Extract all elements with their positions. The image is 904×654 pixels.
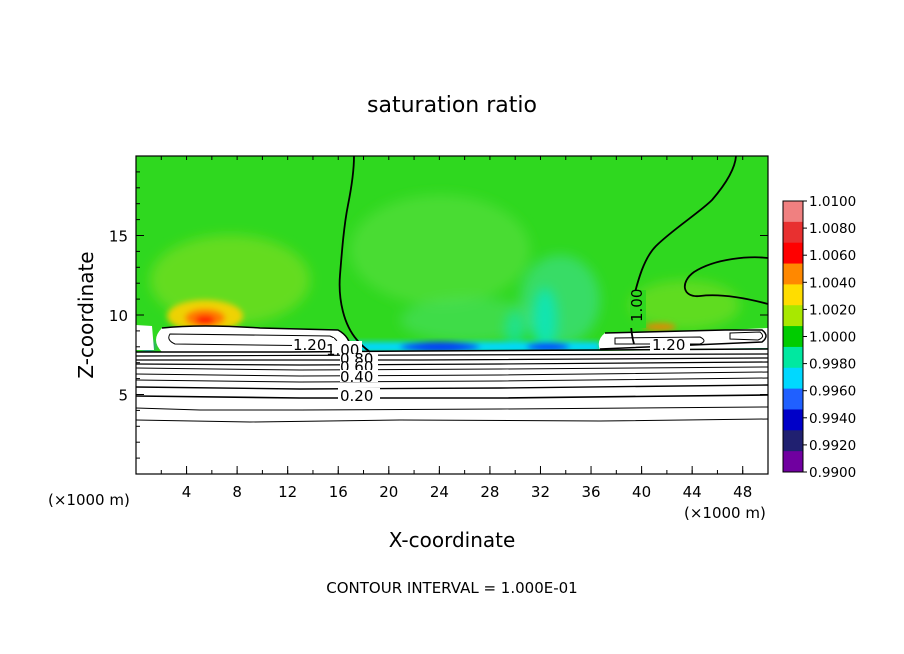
colorbar-swatch: [783, 284, 803, 306]
y-tick-label: 10: [109, 307, 128, 325]
x-tick-label: 48: [733, 483, 752, 501]
chart-title: saturation ratio: [367, 93, 537, 118]
y-axis-label: Z-coordinate: [74, 251, 98, 378]
x-tick-label: 40: [632, 483, 651, 501]
x-tick-label: 28: [480, 483, 499, 501]
contour-label: 1.00: [628, 289, 646, 322]
contour-label: 1.20: [652, 336, 685, 354]
contour-label: 0.40: [340, 368, 373, 386]
x-unit-left: (×1000 m): [48, 491, 130, 509]
x-tick-label: 4: [182, 483, 192, 501]
colorbar-label: 1.0080: [809, 221, 856, 237]
x-tick-label: 16: [329, 483, 348, 501]
colorbar-label: 0.9960: [809, 384, 856, 400]
contour-label: 1.20: [293, 336, 326, 354]
colorbar-label: 1.0100: [809, 194, 856, 210]
x-axis-label: X-coordinate: [389, 528, 516, 552]
colorbar-label: 1.0040: [809, 275, 856, 291]
colorbar: 1.0100 1.0080 1.0060 1.0040 1.0020 1.0000 0.99…: [782, 194, 856, 481]
contour-label: 0.20: [340, 387, 373, 405]
y-tick-label: 5: [118, 387, 128, 405]
colorbar-swatch: [783, 409, 803, 431]
x-tick-label: 36: [581, 483, 600, 501]
x-axis-ticks: 4 8 12 16 20 24 28 32 36 40 44 48: [160, 156, 752, 501]
contour-interval-note: CONTOUR INTERVAL = 1.000E-01: [326, 579, 577, 597]
colorbar-label: 1.0020: [809, 302, 856, 318]
x-tick-label: 24: [430, 483, 449, 501]
colorbar-swatch: [783, 388, 803, 410]
colorbar-swatch: [783, 451, 803, 473]
colorbar-swatch: [783, 201, 803, 223]
colorbar-swatch: [783, 263, 803, 285]
heatmap-field: [136, 156, 768, 474]
colorbar-swatch: [783, 221, 803, 244]
contour-label-group: 1.20 1.00 0.80 0.60 0.40 0.20 1.20 1.00: [292, 289, 690, 405]
colorbar-label: 1.0000: [809, 330, 856, 346]
y-tick-label: 15: [109, 228, 128, 246]
colorbar-label: 0.9920: [809, 438, 856, 454]
colorbar-swatch: [783, 367, 803, 390]
y-axis-ticks: 5 10 15: [109, 171, 768, 459]
colorbar-swatch: [783, 326, 803, 348]
colorbar-label: 0.9900: [809, 465, 856, 481]
x-tick-label: 8: [232, 483, 242, 501]
colorbar-label: 1.0060: [809, 248, 856, 264]
x-unit-right: (×1000 m): [684, 504, 766, 522]
x-tick-label: 32: [531, 483, 550, 501]
colorbar-swatch: [783, 346, 803, 369]
colorbar-swatch: [783, 430, 803, 452]
x-tick-label: 20: [379, 483, 398, 501]
colorbar-label: 0.9940: [809, 411, 856, 427]
x-tick-label: 44: [683, 483, 702, 501]
colorbar-swatch: [783, 305, 803, 327]
colorbar-swatch: [783, 242, 803, 265]
colorbar-label: 0.9980: [809, 357, 856, 373]
x-tick-label: 12: [278, 483, 297, 501]
